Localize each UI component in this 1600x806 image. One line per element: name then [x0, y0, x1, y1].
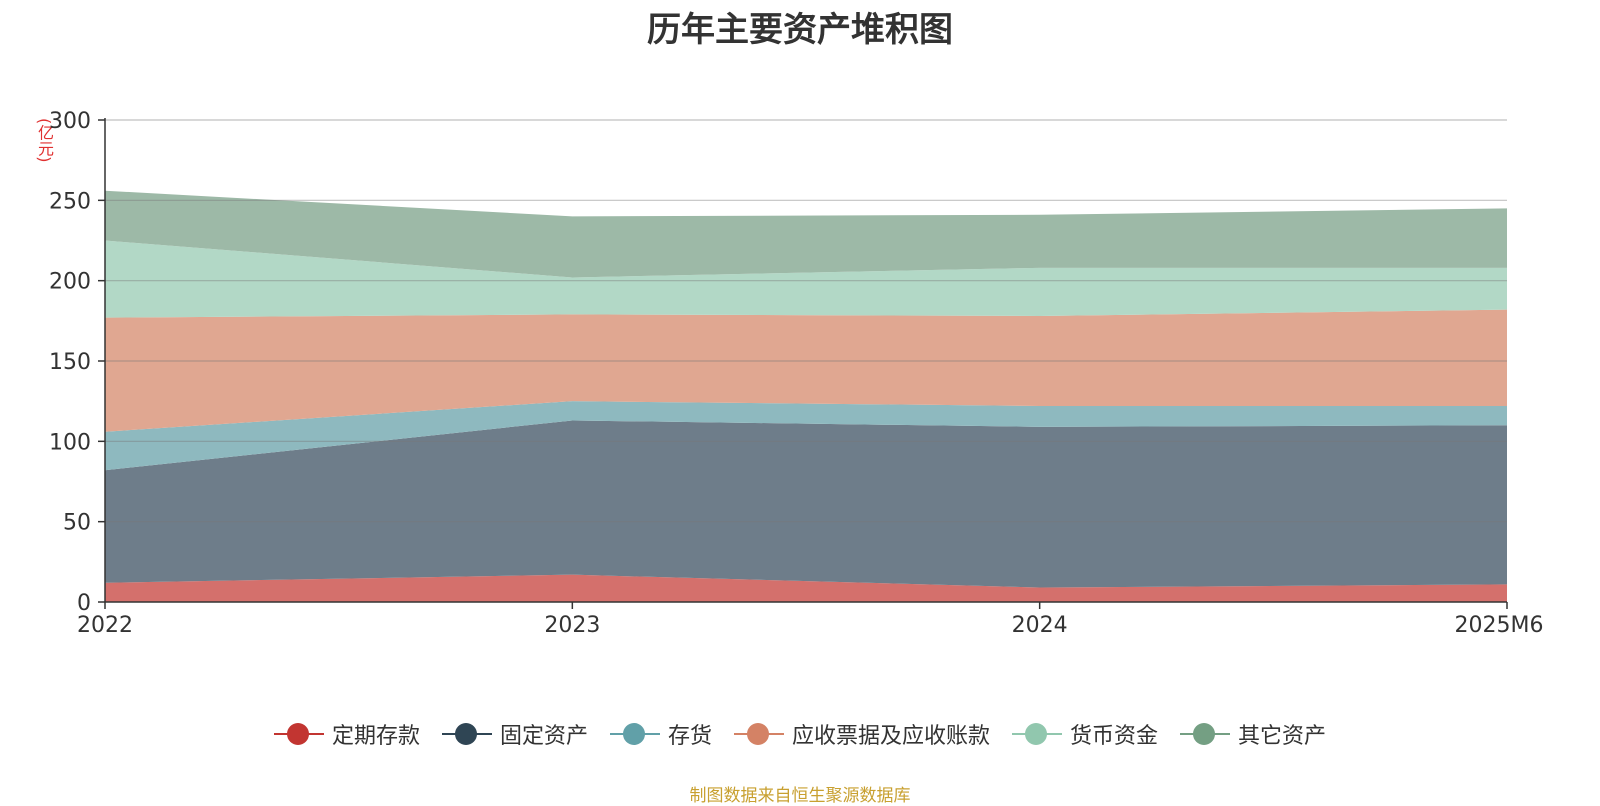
legend-item-6[interactable]: 其它资产 [1180, 718, 1326, 750]
legend-marker-icon [441, 722, 492, 746]
legend-marker-dot [1025, 723, 1048, 745]
legend-item-1[interactable]: 定期存款 [273, 718, 420, 750]
y-tick-label-200: 200 [49, 270, 91, 295]
legend-marker-dot [286, 723, 309, 745]
legend-marker-dot [454, 723, 477, 745]
y-tick-label-300: 300 [49, 109, 91, 134]
y-tick-label-0: 0 [77, 591, 91, 616]
y-tick-label-150: 150 [49, 350, 91, 375]
area-series-6 [105, 190, 1507, 278]
legend-marker-dot [1193, 723, 1216, 745]
legend-marker-icon [734, 722, 784, 746]
chart-title: 历年主要资产堆积图 [647, 10, 953, 50]
area-series-3 [105, 401, 1507, 471]
chart-legend: 定期存款 固定资产 存货 应收票据及应收账款 货币资金 其它资产 [0, 718, 1600, 750]
area-series-2 [105, 420, 1507, 588]
legend-marker-icon [273, 722, 324, 746]
legend-item-5[interactable]: 货币资金 [1012, 718, 1158, 750]
legend-label: 应收票据及应收账款 [792, 724, 991, 749]
y-tick-label-50: 50 [63, 511, 91, 536]
y-axis-unit-label: (亿元) [35, 118, 54, 163]
legend-item-2[interactable]: 固定资产 [441, 718, 588, 750]
legend-marker-dot [622, 723, 645, 745]
legend-marker-dot [747, 723, 769, 745]
y-tick-label-100: 100 [49, 430, 91, 455]
stacked-area-chart: 0 50 100 150 200 250 300 2022 2023 2024 2025M6 [49, 109, 1544, 638]
legend-marker-icon [1180, 722, 1231, 746]
area-series-4 [105, 309, 1507, 432]
x-tick-label-2025M6: 2025M6 [1455, 613, 1544, 638]
legend-label: 固定资产 [499, 724, 588, 749]
legend-label: 定期存款 [331, 724, 420, 749]
y-tick-label-250: 250 [49, 189, 91, 214]
area-series-1 [105, 574, 1507, 602]
legend-marker-icon [1012, 722, 1063, 746]
legend-label: 存货 [667, 724, 712, 749]
data-source-note: 制图数据来自恒生聚源数据库 [689, 786, 911, 806]
legend-item-3[interactable]: 存货 [609, 718, 712, 750]
area-series-5 [105, 240, 1507, 318]
legend-item-4[interactable]: 应收票据及应收账款 [734, 718, 990, 750]
x-tick-label-2024: 2024 [1012, 613, 1068, 638]
x-tick-label-2023: 2023 [544, 613, 600, 638]
legend-label: 其它资产 [1238, 724, 1327, 749]
legend-marker-icon [609, 722, 660, 746]
x-tick-label-2022: 2022 [77, 613, 133, 638]
legend-label: 货币资金 [1070, 724, 1159, 749]
